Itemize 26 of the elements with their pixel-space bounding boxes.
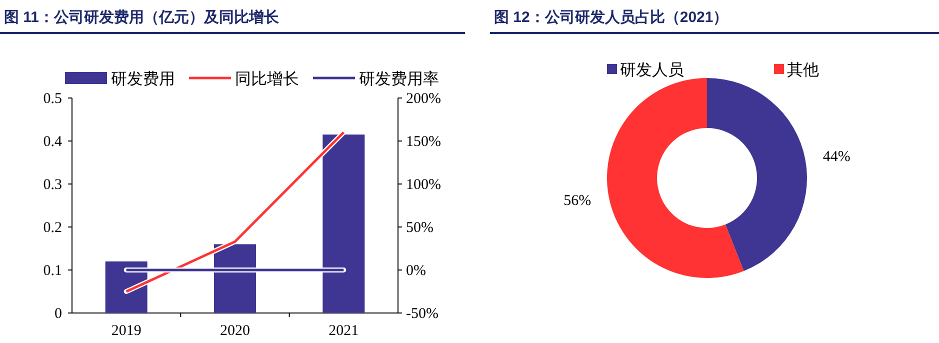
y-tick-label: 0.1 bbox=[43, 263, 62, 279]
y-tick-label: 0.5 bbox=[43, 91, 62, 107]
y-tick-label: 0.2 bbox=[43, 220, 62, 236]
y2-tick-label: -50% bbox=[406, 306, 438, 322]
legend-label: 研发人员 bbox=[620, 62, 684, 79]
y2-tick-label: 0% bbox=[406, 263, 426, 279]
y2-tick-label: 100% bbox=[406, 177, 441, 193]
y-tick-label: 0 bbox=[54, 306, 62, 322]
legend-label: 其他 bbox=[787, 61, 819, 79]
donut-slice bbox=[607, 78, 744, 278]
data-label: 44% bbox=[822, 148, 850, 165]
x-tick-label: 2021 bbox=[328, 323, 359, 339]
legend-label: 研发费用率 bbox=[359, 70, 439, 88]
data-label: 56% bbox=[564, 193, 592, 210]
y2-tick-label: 200% bbox=[406, 91, 441, 107]
legend-label: 同比增长 bbox=[235, 70, 299, 88]
donut-slice bbox=[707, 78, 807, 271]
y2-tick-label: 50% bbox=[406, 220, 434, 236]
chart-title: 图 11：公司研发费用（亿元）及同比增长 bbox=[4, 9, 280, 26]
x-tick-label: 2019 bbox=[111, 323, 142, 339]
y2-tick-label: 150% bbox=[406, 134, 441, 150]
y-tick-label: 0.3 bbox=[43, 177, 62, 193]
x-tick-label: 2020 bbox=[220, 323, 250, 339]
y-tick-label: 0.4 bbox=[43, 134, 62, 150]
legend-label: 研发费用 bbox=[111, 70, 175, 88]
chart-title: 图 12：公司研发人员占比（2021） bbox=[494, 9, 728, 26]
